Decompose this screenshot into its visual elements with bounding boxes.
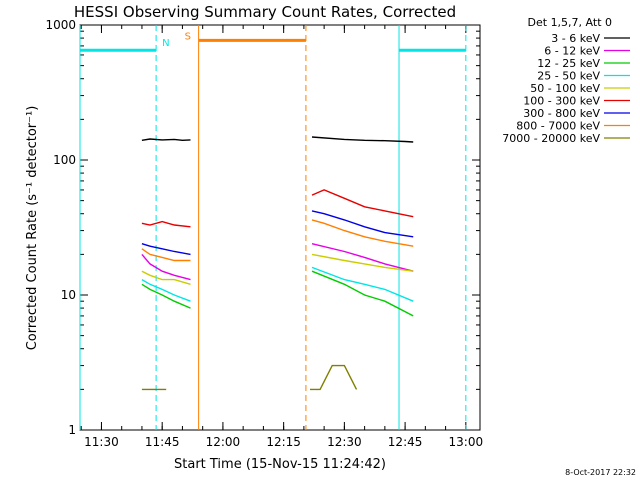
chart-title: HESSI Observing Summary Count Rates, Cor… [74, 3, 456, 21]
series-line-800-7000-kev [311, 219, 414, 247]
x-tick-label: 13:00 [449, 435, 484, 449]
series-line-300-800-kev [311, 210, 414, 238]
series-line-6-12-kev [311, 243, 414, 272]
series-line-50-100-kev [311, 253, 414, 272]
saa-label: S [185, 32, 191, 43]
legend-label: 6 - 12 keV [544, 45, 600, 58]
legend-label: 100 - 300 keV [523, 95, 600, 108]
series-line-100-300-kev [311, 189, 414, 218]
series-line-3-6-kev [141, 138, 191, 142]
legend-label: 7000 - 20000 keV [502, 132, 600, 145]
x-tick-label: 11:45 [145, 435, 180, 449]
night-label: N [162, 38, 169, 49]
legend-label: 300 - 800 keV [523, 107, 600, 120]
legend-title: Det 1,5,7, Att 0 [528, 16, 612, 29]
plot-frame [79, 24, 481, 431]
x-axis-label: Start Time (15-Nov-15 11:24:42) [174, 457, 386, 472]
series-line-25-50-kev [141, 278, 191, 302]
series-line-7000-20000-kev [310, 364, 358, 391]
legend-label: 800 - 7000 keV [516, 120, 600, 133]
series-line-800-7000-kev [141, 248, 191, 262]
y-tick-label: 1000 [45, 18, 76, 32]
series-line-12-25-kev [311, 270, 414, 317]
series-line-12-25-kev [141, 283, 191, 309]
x-tick-label: 12:45 [388, 435, 423, 449]
x-tick-label: 11:30 [84, 435, 119, 449]
series-line-50-100-kev [141, 270, 191, 285]
footer-timestamp: 8-Oct-2017 22:32 [565, 468, 636, 477]
x-tick-label: 12:00 [206, 435, 241, 449]
y-tick-label: 10 [61, 288, 76, 302]
x-tick-label: 12:15 [266, 435, 301, 449]
plot-area: 1 10 100 1000 11:30 11:45 12:00 12:15 12:30 12:45… [45, 18, 483, 449]
series-line-100-300-kev [141, 220, 191, 228]
y-tick-label: 1 [68, 423, 76, 437]
series-line-6-12-kev [141, 253, 191, 281]
series-line-3-6-kev [311, 136, 414, 143]
y-axis-label: Corrected Count Rate (s⁻¹ detector⁻¹) [25, 106, 40, 351]
y-tick-label: 100 [53, 153, 76, 167]
legend-label: 3 - 6 keV [551, 32, 600, 45]
series-line-25-50-kev [311, 266, 414, 302]
legend-label: 50 - 100 keV [530, 82, 600, 95]
legend-label: 12 - 25 keV [537, 57, 600, 70]
x-tick-label: 12:30 [327, 435, 362, 449]
series-line-300-800-kev [141, 243, 191, 256]
legend-label: 25 - 50 keV [537, 70, 600, 83]
